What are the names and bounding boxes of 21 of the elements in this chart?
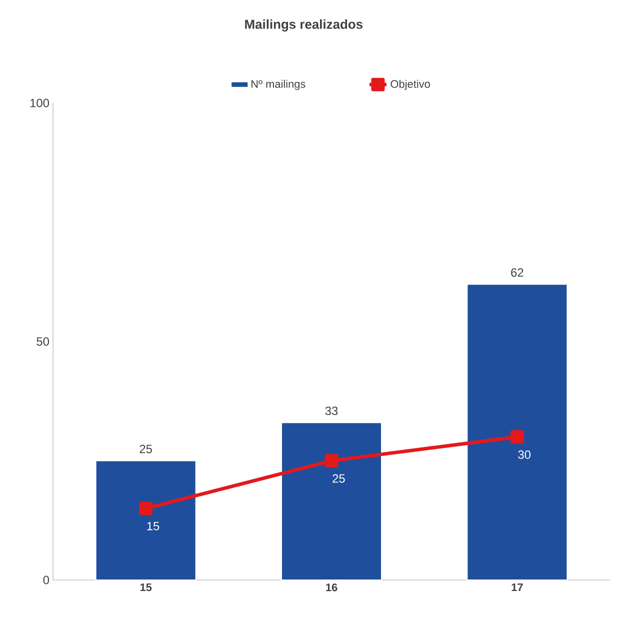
point [139, 502, 153, 516]
x-tick-label: 15 [140, 584, 152, 592]
y-tick-label: 50 [36, 337, 50, 346]
data-label: 62 [511, 268, 524, 277]
x-tick-label: 16 [326, 584, 338, 592]
point [324, 454, 338, 468]
legend-label: Nº mailings [251, 80, 306, 90]
data-label: 25 [140, 444, 152, 454]
data-label: 30 [518, 450, 531, 459]
y-tick-label: 0 [43, 576, 50, 584]
legend-label: Objetivo [390, 80, 430, 90]
bar [281, 422, 382, 580]
data-label: 15 [147, 522, 160, 530]
data-label: 25 [332, 474, 345, 483]
x-tick-label: 17 [512, 584, 523, 592]
bar [466, 284, 568, 580]
data-label: 33 [325, 406, 338, 416]
y-tick-label: 100 [30, 98, 50, 108]
chart-title: Mailings realizados [245, 19, 362, 32]
bar [95, 460, 196, 580]
point [510, 430, 524, 444]
